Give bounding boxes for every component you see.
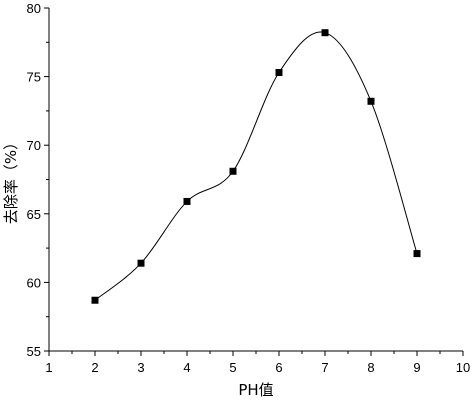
- x-tick-label: 6: [275, 360, 282, 375]
- axes: [48, 8, 463, 352]
- data-point: [229, 167, 237, 175]
- data-markers: [91, 29, 421, 304]
- x-tick-label: 10: [456, 360, 470, 375]
- y-tick-label: 70: [27, 138, 41, 153]
- y-tick-label: 80: [27, 1, 41, 16]
- y-tick-label: 75: [27, 70, 41, 85]
- y-tick-label: 60: [27, 275, 41, 290]
- x-axis-title: PH值: [238, 381, 273, 399]
- tick-labels: 1 2 3 4 5 6 7 8 9 10 55 60 65 70 75 80: [27, 1, 471, 375]
- x-tick-label: 4: [183, 360, 190, 375]
- data-point: [275, 68, 283, 76]
- x-tick-label: 3: [137, 360, 144, 375]
- data-point: [137, 259, 145, 267]
- y-axis-title: 去除率（%）: [2, 135, 20, 224]
- x-tick-label: 9: [413, 360, 420, 375]
- y-tick-label: 55: [27, 344, 41, 359]
- x-tick-label: 5: [229, 360, 236, 375]
- x-tick-label: 1: [45, 360, 52, 375]
- x-tick-label: 7: [321, 360, 328, 375]
- data-point: [367, 97, 375, 105]
- data-point: [183, 197, 191, 205]
- x-tick-label: 8: [367, 360, 374, 375]
- data-point: [413, 250, 421, 258]
- ticks: [44, 7, 464, 356]
- data-point: [321, 29, 329, 37]
- data-point: [91, 296, 99, 304]
- y-tick-label: 65: [27, 207, 41, 222]
- x-tick-label: 2: [91, 360, 98, 375]
